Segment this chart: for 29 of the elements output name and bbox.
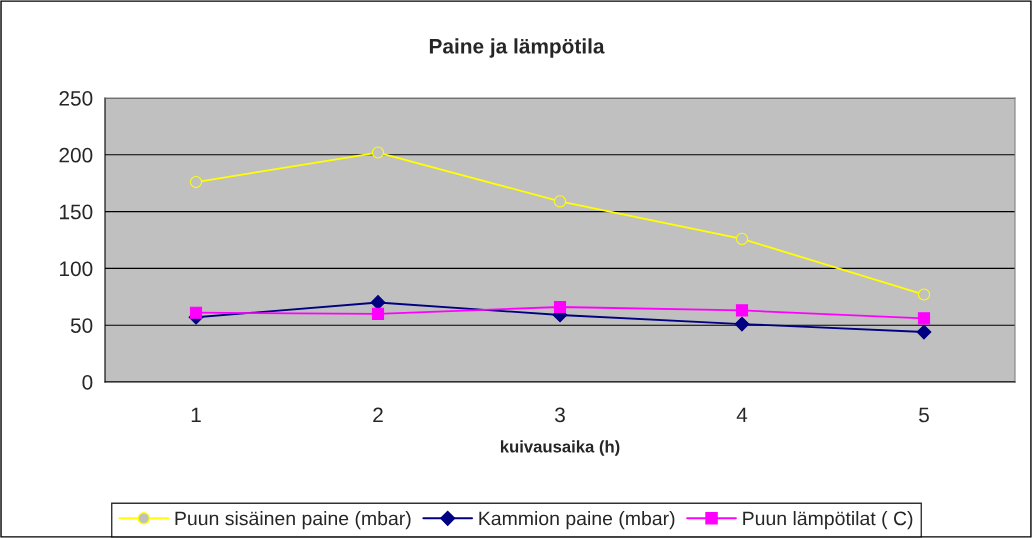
point: [735, 232, 749, 245]
x-axis-title: kuivausaika (h): [500, 440, 620, 456]
point: [734, 316, 750, 332]
x-tick-label: 5: [919, 407, 929, 423]
y-tick-label: 200: [59, 147, 93, 163]
x-tick-label: 4: [736, 407, 748, 423]
point: [735, 304, 749, 317]
x-tick-label: 3: [555, 407, 565, 423]
legend-label: Kammion paine (mbar): [479, 511, 675, 530]
y-tick-label: 0: [82, 375, 93, 390]
legend-label: Puun lämpötilat ( C): [743, 511, 913, 530]
point: [917, 288, 931, 301]
x-tick-label: 2: [373, 407, 383, 423]
point: [371, 146, 385, 159]
point: [917, 312, 931, 325]
point: [553, 300, 567, 314]
y-tick-label: 150: [60, 204, 93, 220]
point: [189, 175, 203, 189]
y-tick-label: 100: [60, 261, 93, 277]
chart-title: Paine ja lämpötila: [429, 38, 605, 58]
x-tick-label: 1: [191, 407, 201, 423]
point: [553, 195, 567, 208]
y-tick-label: 250: [59, 91, 93, 106]
point: [371, 307, 385, 320]
point: [370, 295, 386, 310]
legend-label: Puun sisäinen paine (mbar): [175, 511, 411, 530]
y-tick-label: 50: [70, 318, 93, 333]
point: [189, 306, 203, 319]
point: [916, 324, 932, 340]
